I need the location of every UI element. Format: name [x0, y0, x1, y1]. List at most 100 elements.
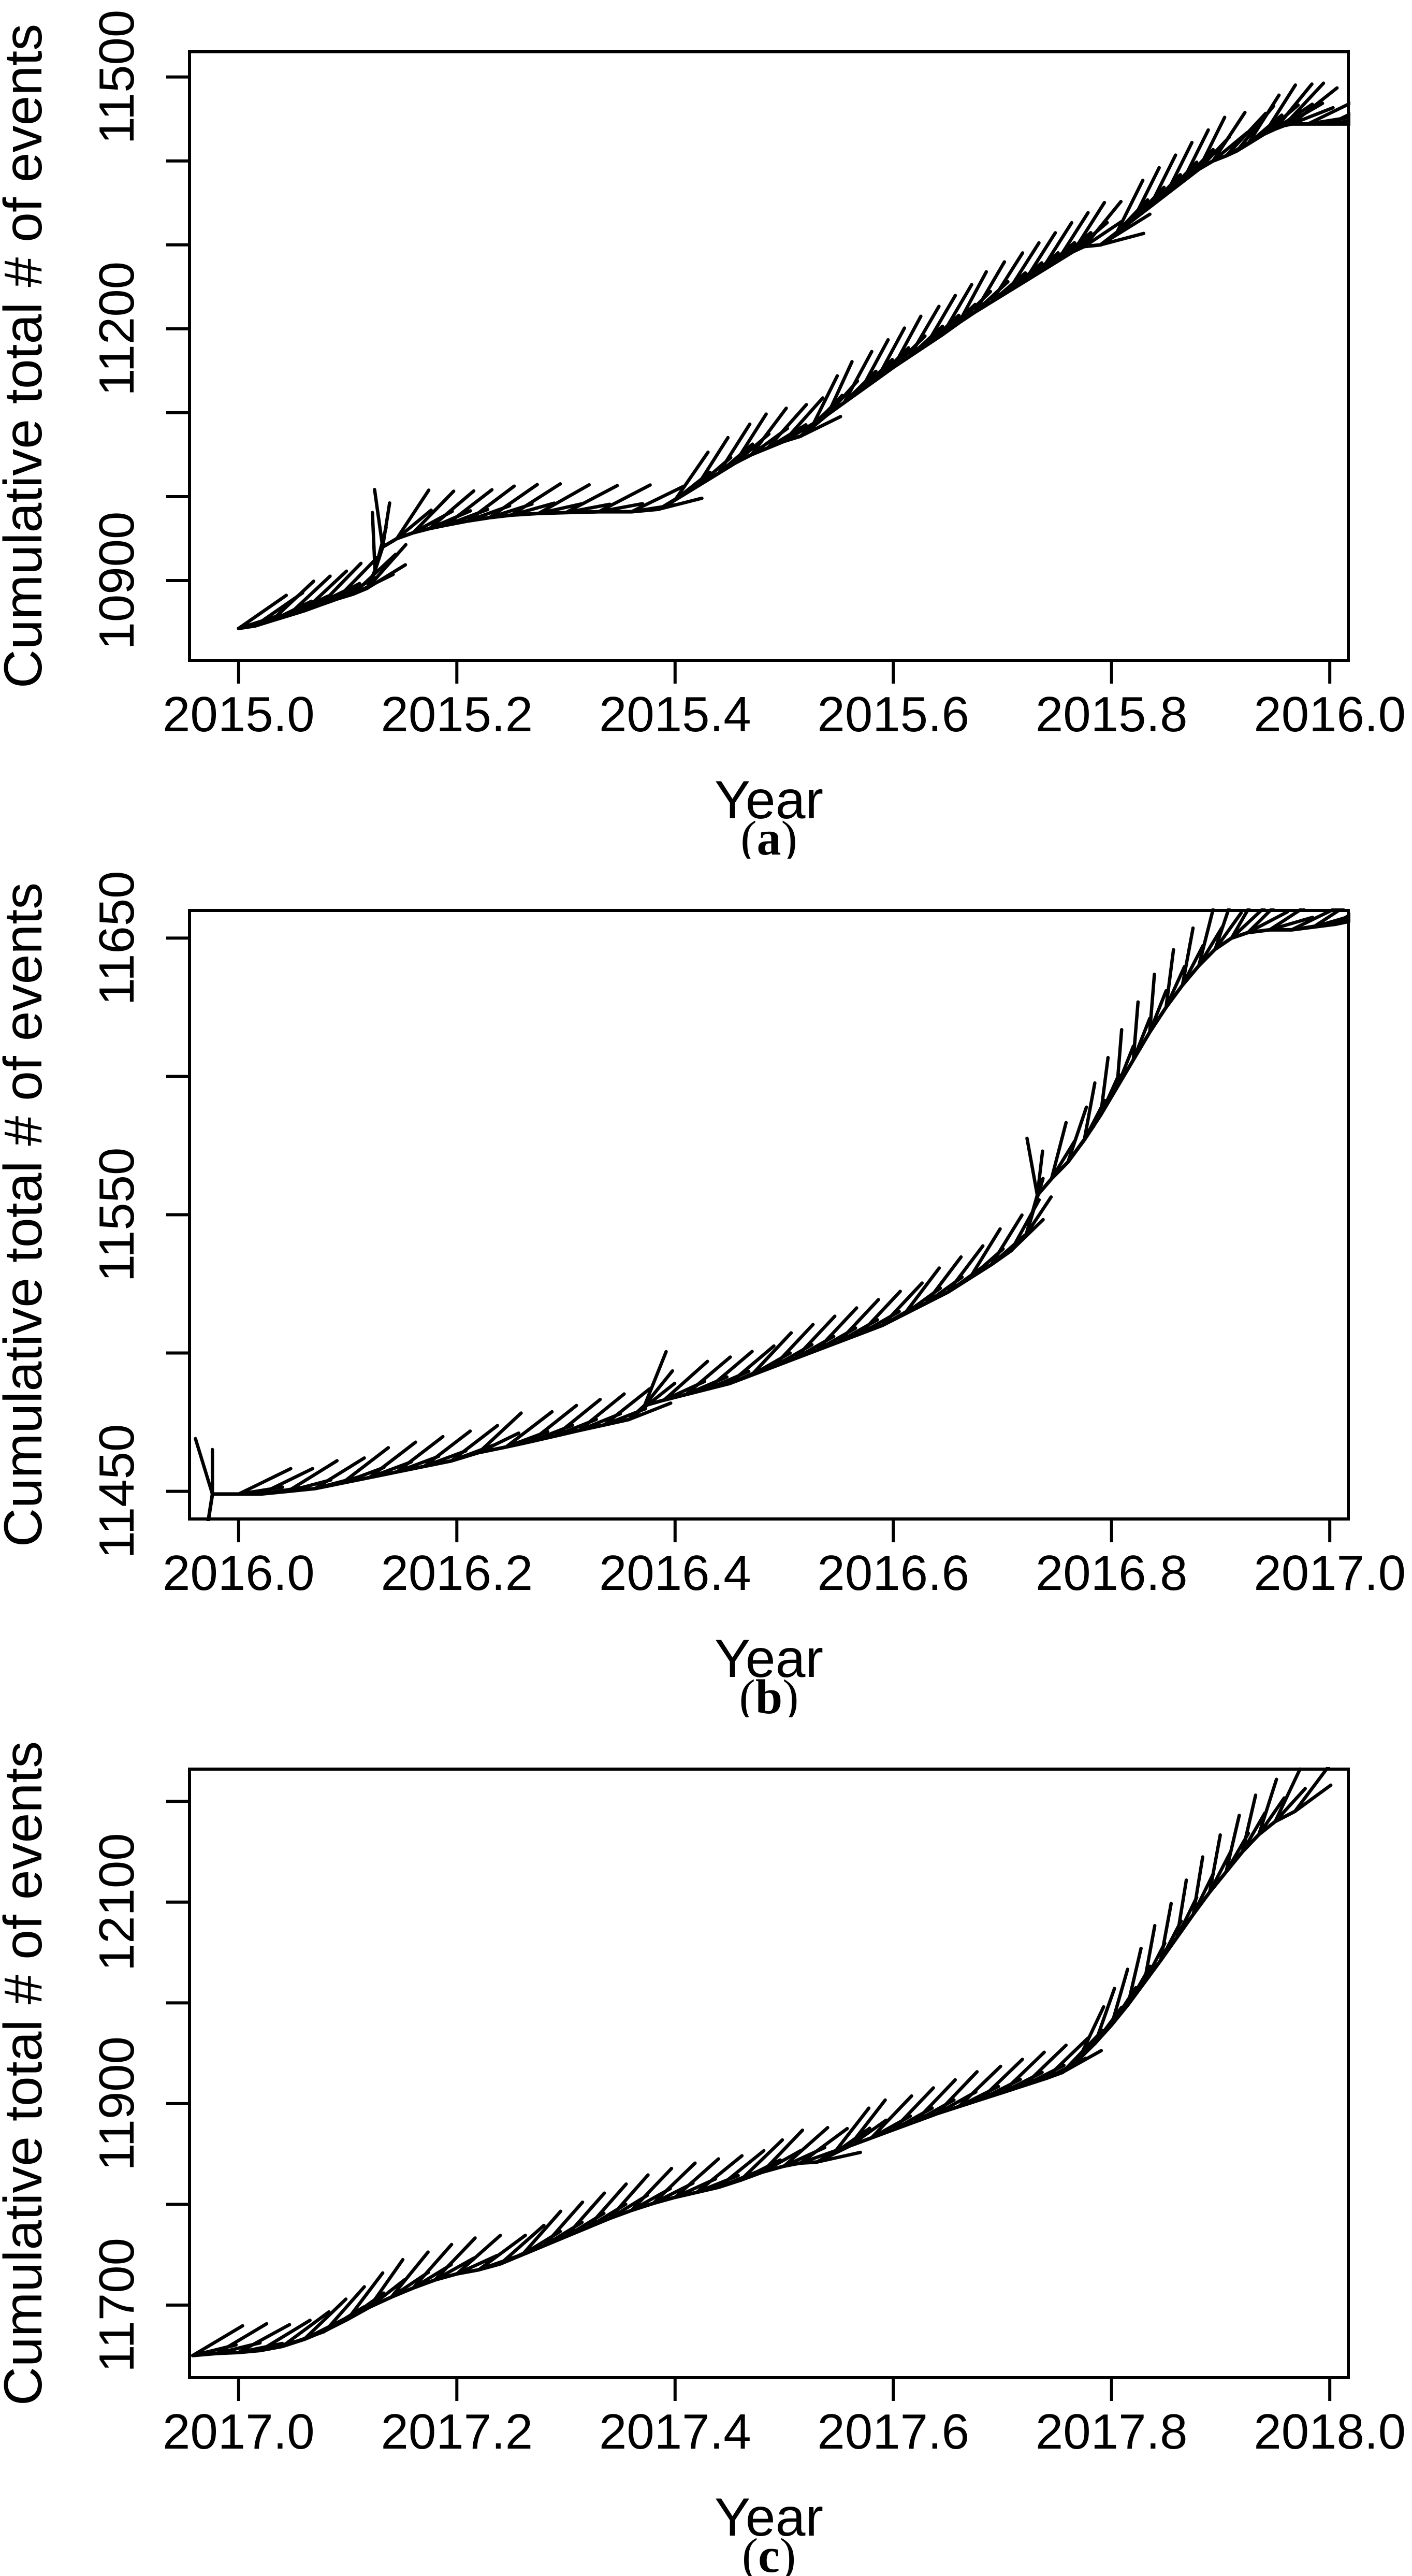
event-mark [1110, 1967, 1129, 2027]
x-axis-title: Year [715, 2487, 823, 2548]
x-axis-tick-label: 2017.4 [599, 2404, 751, 2459]
event-mark [989, 1233, 1027, 1266]
event-mark [717, 422, 752, 475]
event-mark [1115, 1044, 1136, 1090]
event-mark [673, 450, 710, 502]
event-mark [989, 1213, 1024, 1266]
event-mark [1230, 908, 1251, 940]
event-mark [368, 1440, 417, 1480]
x-axis-title: Year [715, 1629, 823, 1689]
event-mark [869, 2094, 913, 2140]
event-mark [1025, 1136, 1039, 1197]
event-mark [1241, 1793, 1258, 1854]
y-axis-title: Cumulative total # of events [0, 1741, 53, 2406]
event-mark [1213, 911, 1243, 951]
event-mark [761, 2128, 805, 2174]
event-mark [766, 403, 808, 450]
x-axis-tick-label: 2015.6 [817, 687, 969, 742]
event-mark [695, 436, 730, 488]
event-mark [1164, 140, 1194, 196]
event-mark [1197, 926, 1224, 968]
event-mark [477, 1431, 521, 1455]
event-mark [1022, 2043, 1068, 2088]
event-mark [1131, 185, 1166, 222]
event-mark [1290, 908, 1340, 932]
event-mark [602, 1387, 651, 1427]
event-mark [499, 2223, 546, 2266]
event-mark [809, 374, 839, 430]
event-mark [608, 2173, 650, 2220]
event-mark [738, 2158, 782, 2182]
event-mark [924, 1255, 963, 1305]
event-mark [1306, 101, 1350, 126]
event-mark [673, 2157, 720, 2199]
event-mark [826, 360, 854, 416]
event-mark [1082, 220, 1123, 249]
chart-panel-c: 2017.0 2017.2 2017.4 2017.6 2017.8 2018.0 1170… [0, 1717, 1412, 2576]
event-mark [628, 1381, 677, 1421]
event-mark [1268, 916, 1315, 932]
event-mark [979, 2058, 1024, 2102]
event-mark [973, 260, 1007, 314]
event-mark [1273, 1767, 1302, 1824]
event-mark [717, 2149, 766, 2189]
event-mark [738, 2138, 784, 2182]
event-mark [597, 483, 652, 514]
event-mark [858, 338, 890, 393]
event-mark [989, 251, 1025, 304]
event-mark [194, 1437, 214, 1496]
event-mark [1191, 1872, 1215, 1916]
y-axis-tick-label: 10900 [89, 512, 144, 650]
event-mark [1006, 241, 1041, 294]
event-mark [520, 2209, 563, 2256]
event-mark [1211, 110, 1247, 163]
event-mark [782, 2126, 829, 2168]
event-mark [1036, 1149, 1044, 1197]
event-mark [1181, 128, 1210, 184]
event-mark [335, 556, 379, 601]
event-mark [1115, 198, 1149, 234]
event-mark [1246, 908, 1275, 934]
event-mark [684, 1355, 732, 1396]
event-mark [1181, 148, 1215, 184]
event-mark [237, 2323, 292, 2354]
x-axis-tick-label: 2017.2 [381, 2404, 533, 2459]
event-mark [191, 2324, 244, 2357]
event-mark [1148, 153, 1177, 209]
event-mark [968, 1227, 1002, 1280]
event-mark [651, 2161, 697, 2205]
event-mark [1082, 199, 1123, 249]
event-mark [706, 1350, 754, 1391]
event-mark [597, 502, 645, 514]
event-mark [1268, 908, 1306, 932]
event-mark [1099, 1055, 1110, 1117]
event-mark [215, 2322, 269, 2355]
x-axis-tick-label: 2017.0 [163, 2404, 315, 2459]
event-mark [957, 270, 988, 325]
event-mark [1148, 173, 1182, 209]
event-mark [1290, 106, 1335, 126]
y-axis-tick-label: 11450 [89, 1424, 144, 1559]
event-mark [1312, 908, 1345, 929]
event-mark [782, 396, 825, 443]
event-mark [798, 2126, 849, 2165]
event-mark [989, 271, 1027, 304]
x-axis-tick-label: 2017.0 [1254, 1545, 1406, 1601]
x-axis-tick-label: 2016.0 [1254, 687, 1406, 742]
event-mark [848, 2098, 887, 2148]
event-mark [1022, 251, 1060, 284]
event-mark [1099, 212, 1152, 247]
event-mark [1050, 1121, 1068, 1181]
panel-caption: (a) [740, 812, 797, 859]
event-mark [908, 324, 944, 358]
x-axis-title: Year [715, 770, 823, 830]
y-axis-tick-label: 12100 [89, 1833, 144, 1971]
event-mark [793, 1314, 837, 1361]
y-axis-tick-label: 11700 [89, 2238, 144, 2372]
event-mark [1022, 231, 1057, 284]
event-mark [1224, 111, 1268, 158]
event-mark [237, 594, 288, 630]
event-mark [1055, 230, 1093, 264]
event-mark [875, 326, 907, 381]
